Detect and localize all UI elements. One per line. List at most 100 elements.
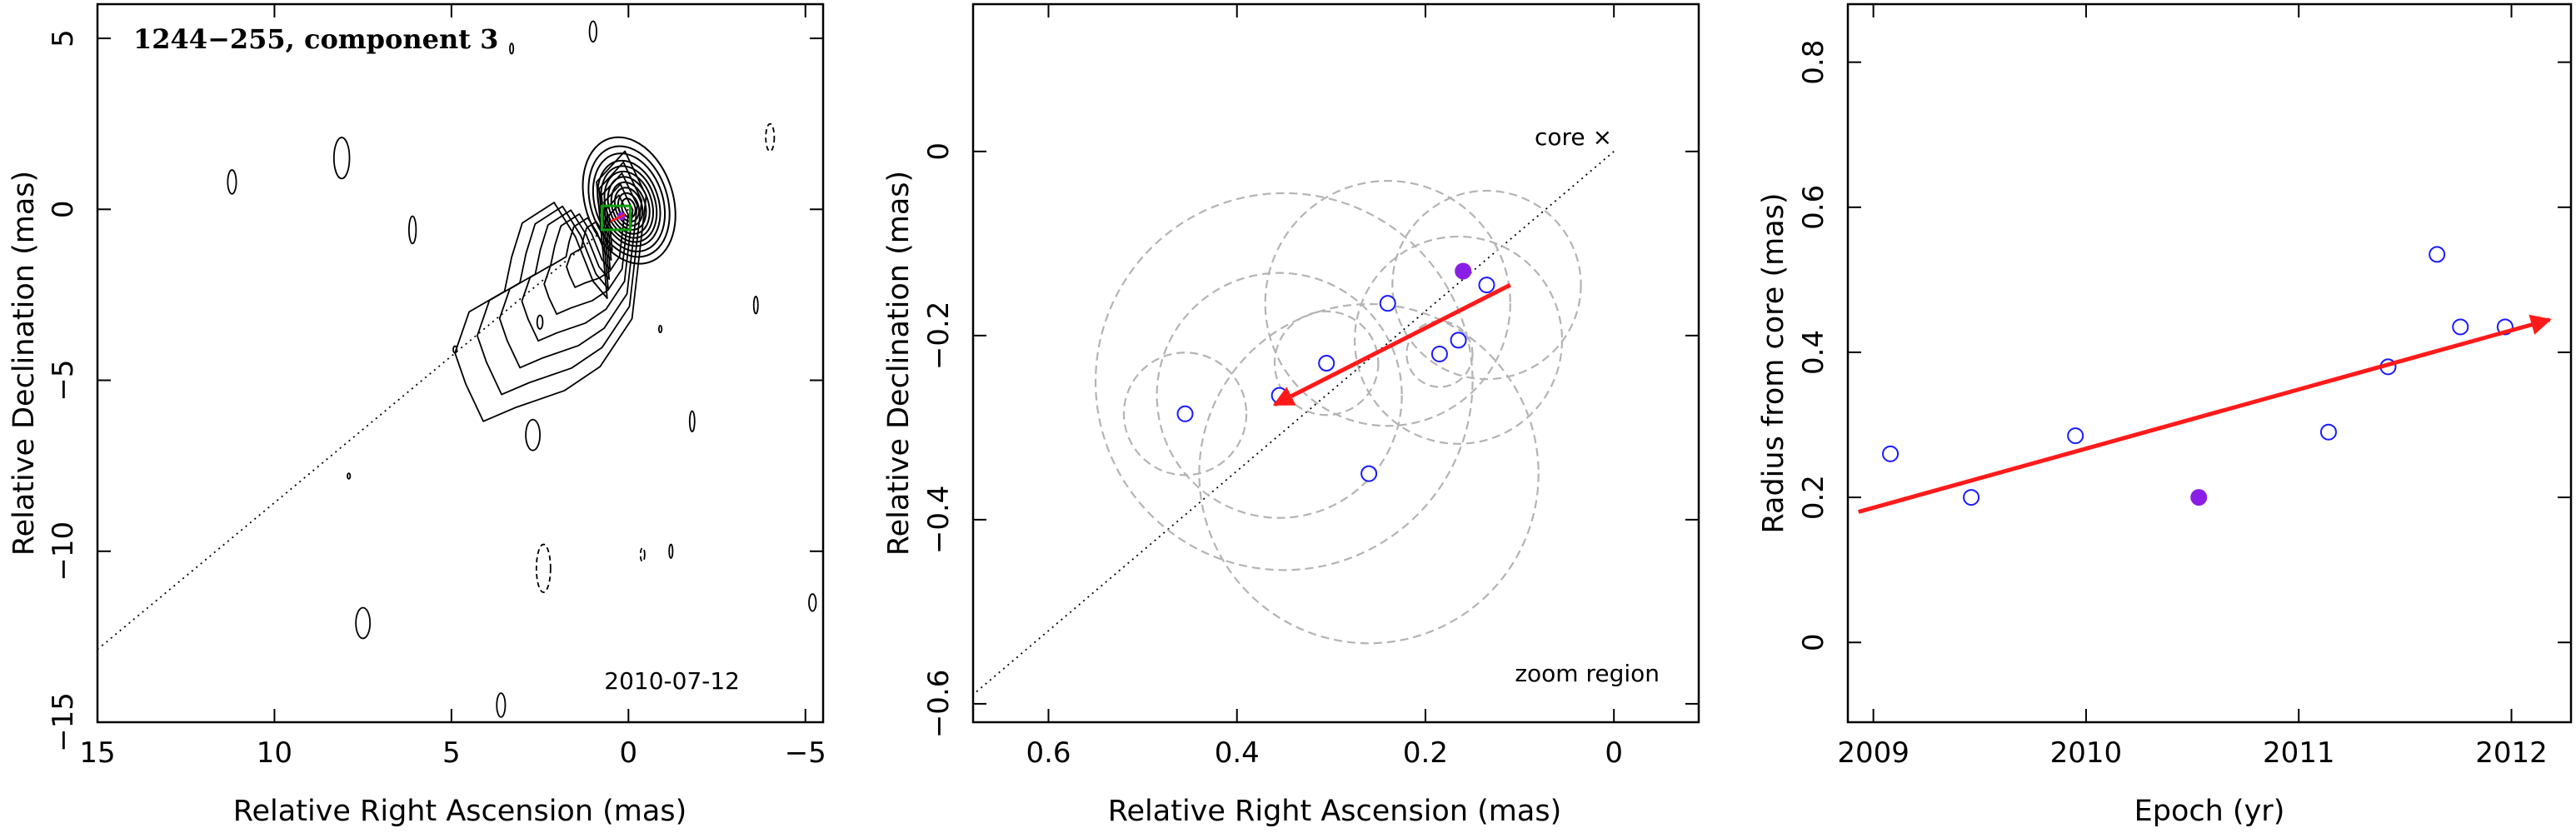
noise-contour [496,692,507,718]
noise-contour [525,418,541,451]
x-tick-label: 5 [442,736,461,770]
y-tick-label: −0.2 [922,302,956,371]
core-contour [587,145,671,258]
x-tick-label: 0 [619,736,637,770]
uncertainty-circle [1264,180,1511,427]
noise-contour [588,20,597,43]
x-tick-label: 2012 [2475,736,2548,770]
plot-frame [1846,2,2573,724]
noise-contour [407,215,417,245]
velocity-arrow [1272,282,1511,407]
uncertainty-circle [1198,302,1540,645]
open-point [1450,332,1467,349]
x-tick-label: 10 [257,736,292,770]
x-tick-label: 0.6 [1026,736,1071,770]
y-axis-label: Relative Declination (mas) [882,171,916,556]
core-contour [582,136,676,265]
open-point [2452,318,2469,336]
x-axis-label: Relative Right Ascension (mas) [233,795,686,828]
jet-contour [454,150,647,422]
open-point [1963,489,1980,506]
open-point [2067,427,2084,445]
open-point [2429,246,2446,263]
uncertainty-circle [1156,272,1403,519]
panel-radius-vs-epoch: 2009 2010 2011 2012 0 0.2 0.4 0.6 0.8 Epoch (yr)… [1757,2,2573,828]
x-tick-label: −5 [785,736,826,770]
y-tick-label: 0.4 [1797,330,1830,375]
y-tick-label: 0.6 [1797,185,1830,230]
y-tick-label: 0 [1797,633,1830,651]
x-tick-label: 0.2 [1403,736,1448,770]
open-point [1478,277,1495,294]
chart-title: 1244−255, component 3 [133,23,498,55]
y-tick-label: 0 [922,142,956,161]
open-point [1430,345,1448,362]
open-point [1379,295,1396,312]
open-point [1318,355,1335,372]
velocity-arrow [610,213,626,222]
trajectory-line [97,208,629,651]
noise-contour [536,314,544,330]
core-label-text: core [1535,123,1585,151]
trajectory-line [973,151,1615,696]
x-tick-label: 15 [79,736,115,770]
negative-contour [639,546,646,562]
panel-zoom-region: 0.6 0.4 0.2 0 −0.6 −0.4 −0.2 0 core × zoom regi… [882,2,1700,828]
uncertainty-circle [1405,320,1474,388]
negative-contour [535,543,552,593]
uncertainty-circle [1094,192,1474,571]
filled-point [1455,262,1472,280]
uncertainty-circle [1273,310,1380,416]
panel-contour-map: 15 10 5 0 −5 −15 −10 −5 0 5 1244−255, component 3… [7,2,826,828]
plot-frame [971,2,1700,724]
x-axis-label: Relative Right Ascension (mas) [1108,795,1561,828]
open-point [2319,423,2337,441]
y-tick-label: 0.2 [1797,475,1830,520]
negative-contour [765,122,776,152]
noise-contour [347,472,352,480]
x-tick-label: 2009 [1837,736,1910,770]
x-tick-label: 0.4 [1215,736,1260,770]
y-axis-label: Relative Declination (mas) [7,171,41,556]
noise-contour [752,296,759,315]
core-contour [592,152,666,252]
noise-contour [452,345,458,354]
fit-arrow [1858,314,2552,514]
y-tick-label: −15 [47,692,80,752]
x-tick-label: 2010 [2050,736,2123,770]
y-tick-label: 0 [47,200,80,218]
y-tick-label: −10 [47,521,80,581]
y-tick-label: −0.4 [922,486,956,555]
open-point [1882,445,1900,462]
noise-contour [668,543,674,559]
jet-contour [477,161,643,396]
noise-contour [509,42,515,55]
y-tick-label: 5 [47,29,80,47]
jet-contour [566,205,625,288]
x-tick-label: 2011 [2263,736,2335,770]
noise-contour [227,169,237,195]
open-point [1360,465,1378,482]
y-tick-label: −0.6 [922,670,956,739]
y-axis-label: Radius from core (mas) [1757,192,1790,533]
noise-contour [355,606,372,640]
x-axis-label: Epoch (yr) [2134,795,2285,828]
core-label: core × [1535,123,1612,151]
noise-contour [808,593,817,612]
jet-contour [498,172,638,369]
zoom-region-label: zoom region [1515,660,1660,687]
y-tick-label: −5 [47,359,80,401]
noise-contour [657,324,663,333]
uncertainty-circle [1391,189,1582,381]
plot-frame [96,2,825,724]
zoom-box [600,204,632,232]
noise-contour [332,137,351,180]
core-marker: × [1593,123,1612,151]
noise-contour [688,410,696,432]
y-tick-label: 0.8 [1797,40,1830,85]
jet-contour [521,183,634,342]
x-tick-label: 0 [1605,736,1623,770]
date-label: 2010-07-12 [604,667,740,695]
open-point [1176,405,1194,422]
